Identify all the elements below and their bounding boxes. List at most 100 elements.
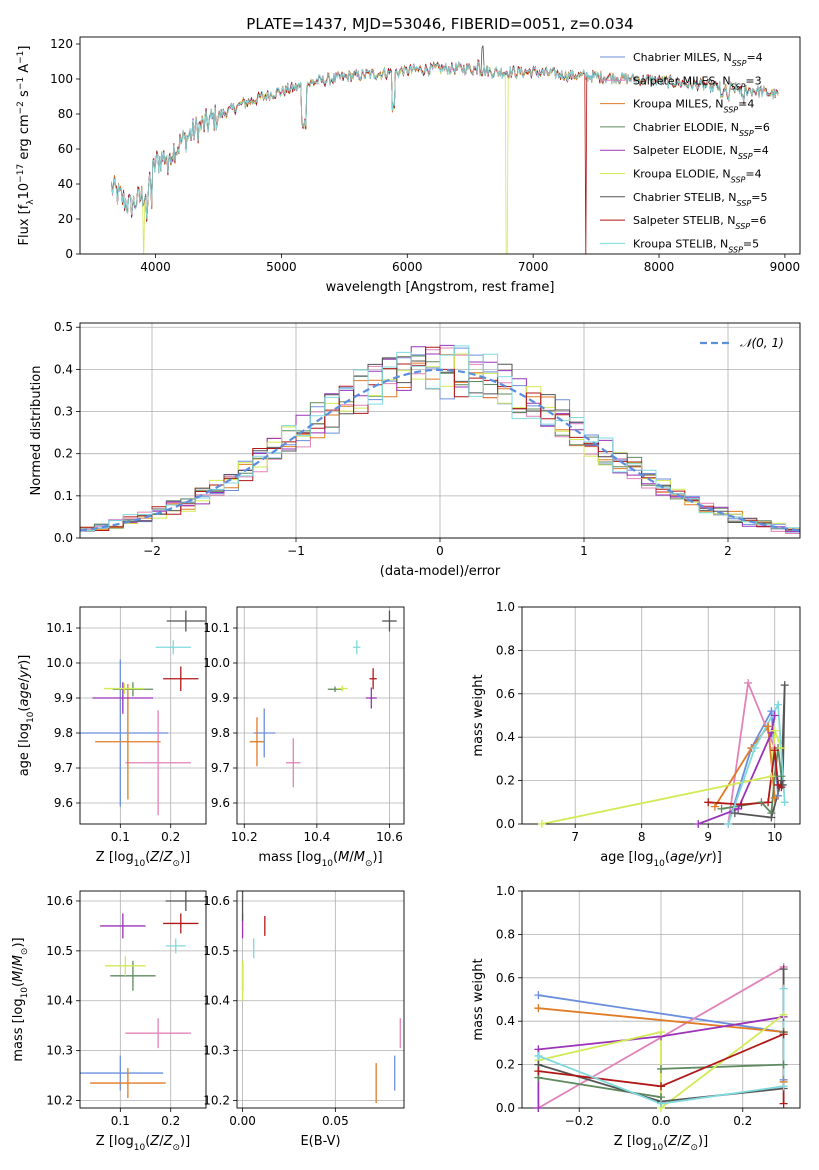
y-tick-label: 0 — [65, 247, 73, 261]
grid — [237, 607, 404, 824]
spectrum-line-7 — [111, 59, 779, 254]
x-tick-label: 8000 — [644, 260, 675, 274]
y-tick-label: 10.6 — [203, 894, 230, 908]
grid — [80, 607, 206, 824]
weight-marker-7 — [657, 1082, 665, 1091]
weight-marker-3 — [717, 804, 726, 813]
x-tick-label: 9000 — [770, 260, 801, 274]
weight-marker-2 — [770, 793, 779, 802]
y-tick-label: 10.5 — [203, 944, 230, 958]
y-tick-label: 10.6 — [46, 894, 73, 908]
y-tick-label: 10.5 — [46, 944, 73, 958]
y-tick-label: 1.0 — [496, 884, 515, 898]
y-tick-label: 10.3 — [46, 1044, 73, 1058]
y-axis-label: Normed distribution — [29, 366, 44, 496]
y-tick-label: 0.2 — [496, 774, 515, 788]
weight-marker-3 — [779, 1060, 788, 1069]
figure-title: PLATE=1437, MJD=53046, FIBERID=0051, z=0… — [246, 15, 633, 33]
x-tick-label: 6000 — [392, 260, 423, 274]
axes-frame — [236, 606, 405, 825]
weight-marker-4 — [694, 820, 703, 828]
x-axis-label: E(B-V) — [300, 1134, 340, 1149]
legend-label: Chabrier ELODIE, NSSP=6 — [633, 121, 770, 138]
residual-histogram-panel: −2 −1 0 1 2 0.0 0.1 0.2 0.3 0.4 0.5 𝒩(0, 1) (data-mo… — [29, 320, 801, 579]
y-tick-label: 100 — [50, 72, 73, 86]
x-tick-label: 0.00 — [229, 1114, 256, 1128]
plot-area — [249, 610, 397, 788]
x-tick-label: 1 — [580, 544, 588, 558]
weight-marker-6 — [779, 965, 788, 974]
x-axis-label: (data-model)/error — [380, 564, 501, 579]
weight-marker-7 — [779, 1099, 788, 1108]
y-tick-label: 9.9 — [54, 691, 73, 705]
x-tick-label: 8 — [638, 830, 646, 844]
legend-label: Chabrier MILES, NSSP=4 — [633, 51, 763, 68]
y-tick-label: 10.1 — [46, 621, 73, 635]
mass-vs-ebv-panel: 0.00 0.05 10.2 10.3 10.4 10.5 10.6 E(B-V) — [203, 890, 405, 1149]
axes-frame — [79, 36, 801, 255]
x-axis-label: Z [log10(Z/Z⊙)] — [96, 850, 190, 869]
weight-marker-8 — [780, 798, 789, 807]
weight-marker-7 — [534, 1067, 543, 1076]
y-tick-label: 20 — [58, 212, 73, 226]
legend-label: Chabrier STELIB, NSSP=5 — [633, 191, 767, 208]
grid — [237, 891, 404, 1108]
y-tick-label: 0.0 — [496, 1101, 515, 1115]
x-tick-label: 0.05 — [322, 1114, 349, 1128]
weight-line-5 — [541, 730, 783, 824]
plot-area — [241, 891, 401, 1104]
weight-marker-5 — [657, 1028, 665, 1037]
y-tick-label: 9.7 — [54, 761, 73, 775]
age-vs-metallicity-panel: 0.1 0.2 9.6 9.7 9.8 9.9 10.0 10.1 Z [log10(Z/Z⊙)… — [17, 606, 207, 869]
weight-marker-7 — [764, 798, 773, 807]
plot-area — [80, 610, 205, 816]
x-tick-label: 0.0 — [651, 1114, 670, 1128]
x-tick-label: 0 — [436, 544, 444, 558]
y-tick-label: 1.0 — [496, 600, 515, 614]
x-tick-label: 9 — [704, 830, 712, 844]
x-axis-label: mass [log10(M/M⊙)] — [258, 850, 382, 869]
weight-marker-7 — [777, 783, 786, 792]
legend-label: Salpeter MILES, NSSP=3 — [633, 74, 762, 91]
y-tick-label: 0.8 — [496, 643, 515, 657]
y-tick-label: 0.8 — [496, 927, 515, 941]
weight-marker-2 — [534, 1004, 543, 1013]
y-axis-label: Flux [fλ10−17 erg cm−2 s−1 A−1] — [16, 46, 36, 246]
y-axis-label: mass [log10(M/M⊙)] — [11, 937, 30, 1061]
y-axis-label: age [log10(age/yr)] — [17, 655, 36, 777]
plot-area — [80, 891, 206, 1099]
x-tick-label: 2 — [724, 544, 732, 558]
weight-marker-0 — [767, 707, 776, 716]
spectrum-legend: Chabrier MILES, NSSP=4 Salpeter MILES, NS… — [600, 51, 770, 254]
y-tick-label: 9.8 — [54, 726, 73, 740]
weight-marker-7 — [704, 798, 713, 807]
x-tick-label: −2 — [143, 544, 161, 558]
weight-marker-3 — [657, 1064, 665, 1073]
grid — [522, 606, 800, 825]
weight-marker-4 — [734, 804, 743, 813]
y-tick-label: 10.3 — [203, 1044, 230, 1058]
y-tick-label: 10.0 — [46, 656, 73, 670]
y-tick-label: 10.4 — [46, 994, 73, 1008]
y-tick-label: 10.2 — [46, 1094, 73, 1108]
weight-marker-5 — [779, 1010, 788, 1019]
y-tick-label: 10.2 — [203, 1094, 230, 1108]
y-tick-label: 40 — [58, 177, 73, 191]
x-tick-label: 0.1 — [111, 1114, 130, 1128]
y-axis-label: mass weight — [471, 958, 486, 1040]
y-tick-label: 10.0 — [203, 656, 230, 670]
weight-marker-7 — [737, 800, 746, 809]
y-tick-label: 0.6 — [496, 687, 515, 701]
axes-frame — [236, 890, 405, 1109]
y-tick-label: 9.6 — [54, 796, 73, 810]
x-tick-label: 10.4 — [304, 830, 331, 844]
plot-area — [80, 344, 800, 534]
weight-marker-7 — [779, 1030, 788, 1039]
spectrum-line-8 — [111, 61, 779, 220]
y-tick-label: 0.1 — [54, 489, 73, 503]
weight-marker-5 — [777, 744, 786, 753]
mass-vs-metallicity-panel: 0.1 0.2 10.2 10.3 10.4 10.5 10.6 Z [log10(Z/Z⊙)… — [11, 890, 207, 1153]
y-tick-label: 0.2 — [54, 447, 73, 461]
legend-label: Kroupa MILES, NSSP=4 — [633, 98, 754, 115]
